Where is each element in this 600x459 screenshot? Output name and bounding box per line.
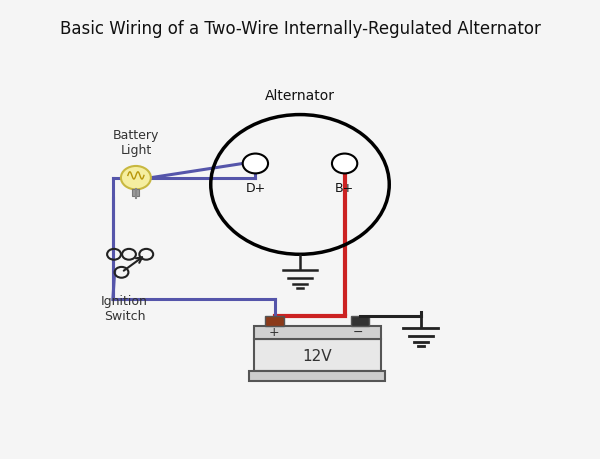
Text: −: − (352, 326, 363, 339)
Text: Ignition
Switch: Ignition Switch (101, 295, 148, 323)
Bar (265, 316, 284, 326)
Text: 12V: 12V (302, 349, 332, 364)
Text: D+: D+ (245, 181, 266, 195)
Text: +: + (269, 326, 280, 339)
Bar (133, 190, 139, 196)
Bar (254, 339, 380, 371)
Bar (250, 370, 385, 381)
Text: Battery
Light: Battery Light (113, 129, 159, 157)
Circle shape (332, 154, 357, 174)
Bar (254, 326, 380, 339)
Text: B+: B+ (335, 181, 354, 195)
Bar (350, 316, 369, 326)
Circle shape (243, 154, 268, 174)
Text: Alternator: Alternator (265, 90, 335, 103)
Text: Basic Wiring of a Two-Wire Internally-Regulated Alternator: Basic Wiring of a Two-Wire Internally-Re… (59, 20, 541, 38)
Circle shape (121, 166, 151, 190)
